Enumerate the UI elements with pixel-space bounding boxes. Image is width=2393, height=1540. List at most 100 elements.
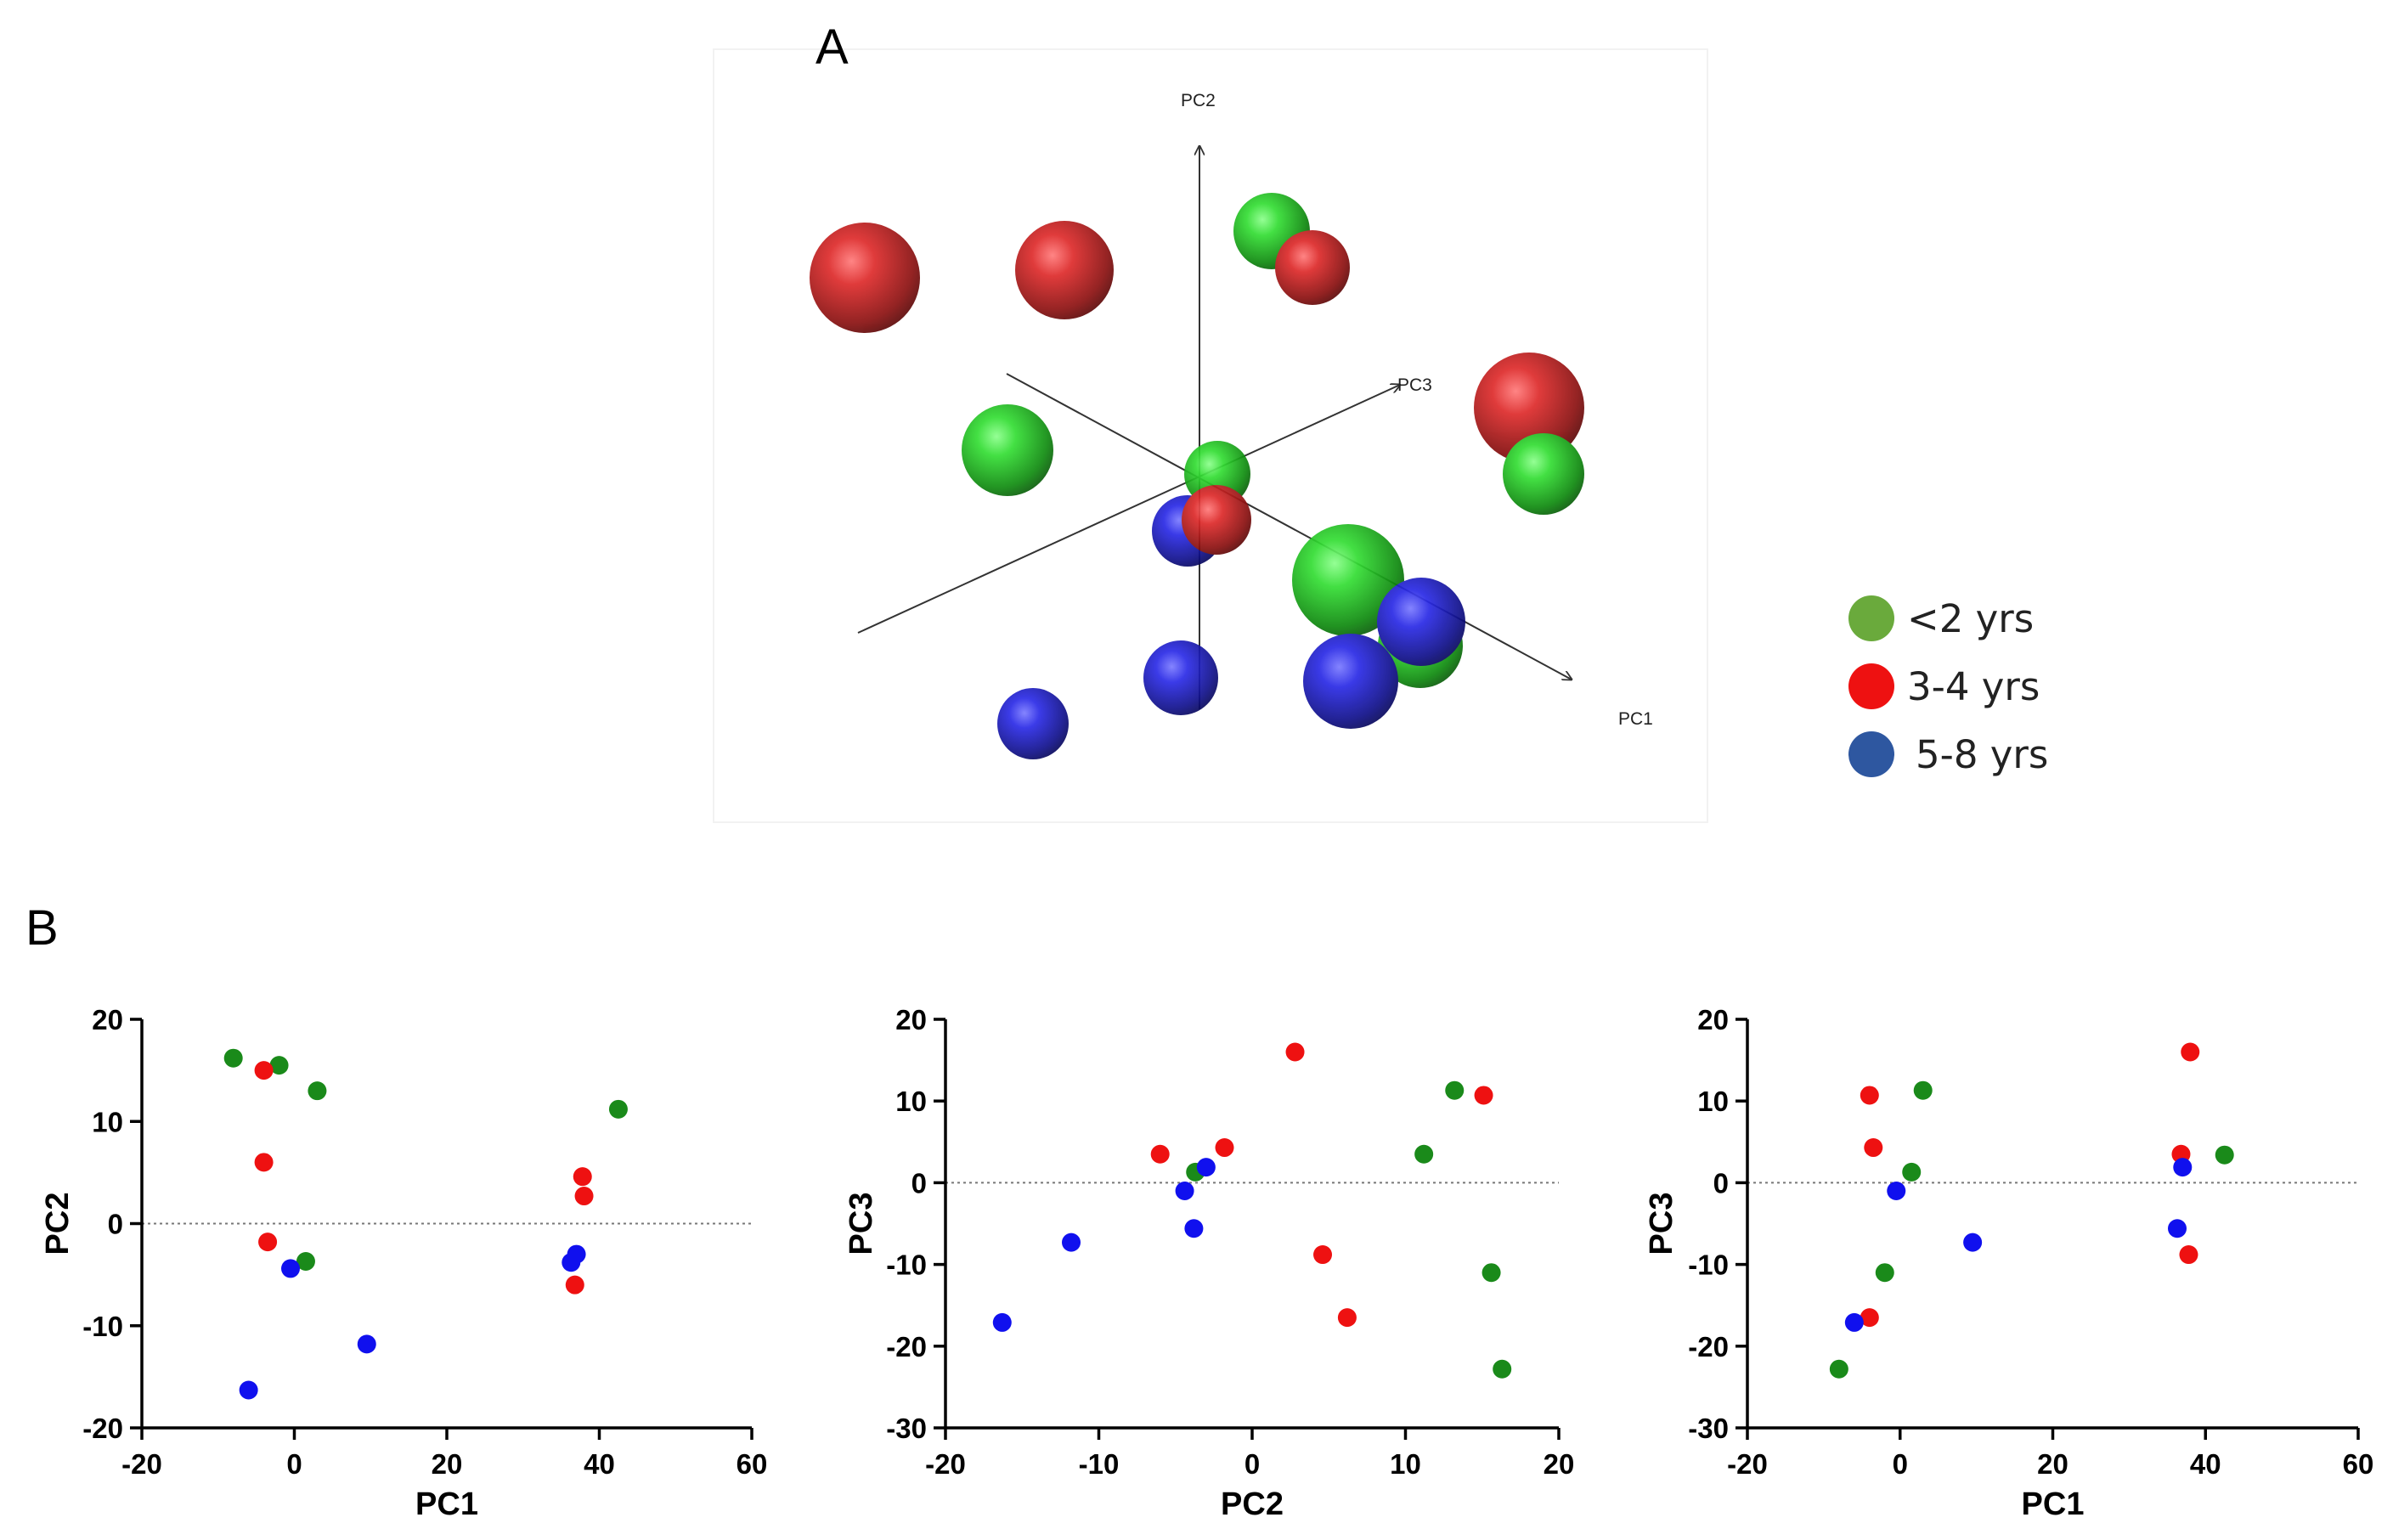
y-tick-label: -30	[886, 1413, 927, 1444]
legend-label: 3-4 yrs	[1907, 664, 2040, 709]
data-point	[1875, 1263, 1894, 1283]
data-point	[2173, 1158, 2193, 1177]
x-tick-label: -20	[1727, 1448, 1768, 1480]
sphere-blue	[997, 688, 1069, 759]
data-point	[1414, 1144, 1434, 1164]
x-tick-label: -20	[925, 1448, 966, 1480]
x-tick-label: -10	[1079, 1448, 1120, 1480]
data-point	[1844, 1312, 1864, 1332]
sphere-red	[1275, 230, 1350, 305]
data-point	[1196, 1158, 1216, 1177]
y-tick-label: 20	[92, 1004, 123, 1035]
sphere-blue	[1377, 578, 1465, 666]
legend-item-lt2: <2 yrs	[1848, 595, 2034, 641]
x-tick-label: 20	[2037, 1448, 2068, 1480]
data-point	[1150, 1144, 1170, 1164]
data-point	[1913, 1080, 1933, 1100]
data-point	[1864, 1138, 1883, 1158]
data-point	[1175, 1182, 1194, 1201]
scatter-pc2-pc3: -20 -10 0 10 20 -30 -20 -10 0 10 20 PC2 PC3	[844, 1004, 1574, 1522]
x-tick-label: -20	[121, 1448, 162, 1480]
sphere-red	[810, 223, 920, 333]
data-point	[1337, 1308, 1357, 1328]
panel-b-letter: B	[25, 900, 59, 956]
x-tick-label: 20	[1544, 1448, 1575, 1480]
pc2-axis-label: PC2	[1181, 91, 1216, 110]
pc3-axis	[857, 385, 1400, 634]
sphere-green	[962, 404, 1053, 496]
data-point	[357, 1334, 376, 1354]
data-point	[1963, 1233, 1983, 1252]
x-axis-title: PC1	[415, 1486, 478, 1522]
x-tick-label: 60	[737, 1448, 768, 1480]
y-tick-label: -20	[1688, 1331, 1729, 1362]
y-tick-label: 20	[895, 1004, 927, 1035]
data-point	[1474, 1086, 1493, 1105]
legend-label: 5-8 yrs	[1916, 732, 2048, 777]
x-tick-label: 40	[2190, 1448, 2221, 1480]
panel-a-letter: A	[816, 20, 849, 75]
data-point	[573, 1167, 592, 1187]
data-point	[1482, 1263, 1501, 1283]
x-tick-label: 60	[2343, 1448, 2374, 1480]
data-point	[1860, 1308, 1879, 1328]
scatter-pc1-pc2: -20 0 20 40 60 -20 -10 0 10 20 PC1 PC2	[40, 1004, 767, 1522]
legend-dot	[1848, 731, 1894, 777]
data-point	[1902, 1162, 1922, 1182]
data-point	[1215, 1138, 1234, 1158]
y-axis-title: PC3	[1644, 1193, 1679, 1255]
legend-dot	[1848, 595, 1894, 641]
data-point	[2167, 1219, 2187, 1238]
y-tick-label: -10	[886, 1249, 927, 1281]
x-axis-title: PC1	[2022, 1486, 2085, 1522]
sphere-green	[1503, 433, 1584, 515]
sphere-red	[1182, 485, 1251, 555]
data-point	[2215, 1145, 2234, 1165]
sphere-red	[1015, 221, 1114, 319]
data-point	[1860, 1086, 1879, 1105]
data-point	[1285, 1042, 1305, 1062]
y-tick-label: 10	[895, 1086, 927, 1117]
data-point	[254, 1153, 274, 1172]
y-tick-label: -20	[82, 1413, 123, 1444]
y-tick-label: -10	[1688, 1249, 1729, 1281]
data-point	[1445, 1080, 1465, 1100]
x-tick-label: 0	[1893, 1448, 1908, 1480]
data-point	[239, 1380, 258, 1400]
y-tick-label: -20	[886, 1331, 927, 1362]
x-tick-label: 10	[1390, 1448, 1421, 1480]
y-axis-title: PC3	[844, 1193, 879, 1255]
scatter-pc1-pc3: -20 0 20 40 60 -30 -20 -10 0 10 20 PC1 PC3	[1644, 1004, 2373, 1522]
legend-item-5-8: 5-8 yrs	[1848, 731, 2048, 777]
pc3-axis-label: PC3	[1397, 375, 1432, 395]
sphere-group	[810, 193, 1584, 759]
data-point	[254, 1061, 274, 1080]
y-tick-label: -30	[1688, 1413, 1729, 1444]
y-axis-title: PC2	[40, 1193, 76, 1255]
legend: <2 yrs 3-4 yrs 5-8 yrs	[1848, 595, 2048, 777]
data-point	[2179, 1245, 2198, 1265]
x-tick-label: 20	[432, 1448, 463, 1480]
data-point	[258, 1233, 278, 1252]
x-tick-label: 0	[1244, 1448, 1260, 1480]
pc1-axis	[1006, 373, 1572, 680]
data-point	[2181, 1042, 2200, 1062]
data-point	[281, 1259, 301, 1278]
x-tick-label: 0	[286, 1448, 302, 1480]
data-point	[562, 1253, 581, 1272]
panel-a: A PC2 PC3 PC1	[713, 20, 1708, 823]
y-tick-label: 0	[911, 1167, 927, 1199]
y-tick-label: -10	[82, 1311, 123, 1342]
data-point	[223, 1048, 243, 1068]
legend-item-3-4: 3-4 yrs	[1848, 663, 2040, 709]
data-point	[1829, 1359, 1848, 1379]
data-point	[992, 1312, 1012, 1332]
sphere-green	[1292, 524, 1404, 636]
legend-dot	[1848, 663, 1894, 709]
y-tick-label: 20	[1697, 1004, 1729, 1035]
data-point	[1493, 1359, 1512, 1379]
sphere-blue	[1143, 640, 1218, 715]
data-point	[1062, 1233, 1081, 1252]
pc1-axis-label: PC1	[1618, 709, 1653, 729]
y-tick-label: 10	[1697, 1086, 1729, 1117]
